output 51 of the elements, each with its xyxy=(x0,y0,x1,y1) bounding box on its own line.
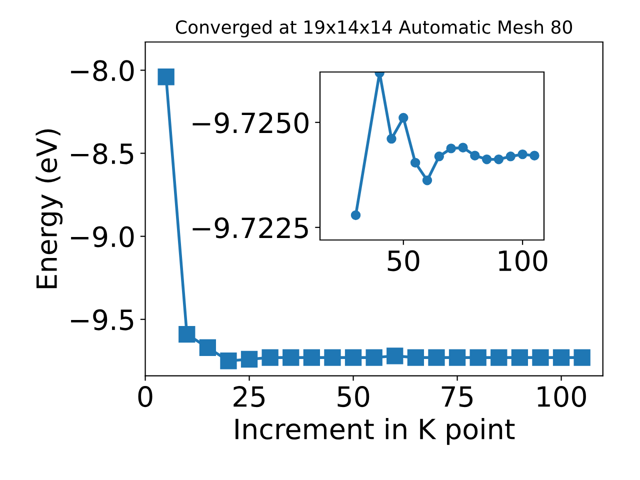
point xyxy=(344,349,362,366)
point xyxy=(178,326,196,343)
point xyxy=(552,349,570,366)
point xyxy=(494,154,504,164)
point xyxy=(220,352,237,370)
x-tick-label: 50 xyxy=(388,250,420,272)
point xyxy=(434,152,444,162)
point xyxy=(470,150,480,160)
point xyxy=(458,142,468,152)
chart-title: Converged at 19x14x14 Automatic Mesh 80 xyxy=(176,20,572,38)
x-tick-label: 100 xyxy=(538,386,586,408)
point xyxy=(158,68,174,86)
point xyxy=(240,350,258,368)
point xyxy=(422,176,432,186)
x-tick-label: 25 xyxy=(234,386,265,408)
point xyxy=(407,349,424,366)
point xyxy=(518,149,528,160)
point xyxy=(482,154,492,164)
y-tick-label: −8.5 xyxy=(71,143,134,164)
x-tick-label: 50 xyxy=(338,386,370,408)
point xyxy=(428,349,445,366)
point xyxy=(386,348,404,364)
y-tick-label: −9.5 xyxy=(71,309,134,330)
point xyxy=(506,152,516,162)
point xyxy=(262,349,278,366)
point xyxy=(199,339,216,356)
y-tick-label: −9.7250 xyxy=(192,112,308,134)
y-tick-label: −9.7225 xyxy=(192,217,308,238)
point xyxy=(511,349,528,366)
x-tick-label: 0 xyxy=(138,386,152,408)
x-axis-title: Increment in K point xyxy=(236,418,515,445)
point xyxy=(366,349,382,366)
y-tick-label: −9.0 xyxy=(71,226,134,248)
point xyxy=(490,349,508,366)
point xyxy=(574,349,590,366)
point xyxy=(446,144,456,154)
y-axis-title: Energy (eV) xyxy=(36,129,63,288)
point xyxy=(350,210,361,220)
point xyxy=(530,150,540,160)
point xyxy=(470,349,486,366)
x-tick-label: 100 xyxy=(499,250,548,272)
point xyxy=(410,158,420,168)
point xyxy=(532,349,549,366)
point xyxy=(303,349,320,366)
x-tick-label: 75 xyxy=(442,386,473,408)
point xyxy=(398,112,408,123)
point xyxy=(282,349,300,366)
point xyxy=(386,134,396,144)
point xyxy=(324,349,341,366)
y-tick-label: −8.0 xyxy=(71,60,134,82)
point xyxy=(448,349,466,366)
